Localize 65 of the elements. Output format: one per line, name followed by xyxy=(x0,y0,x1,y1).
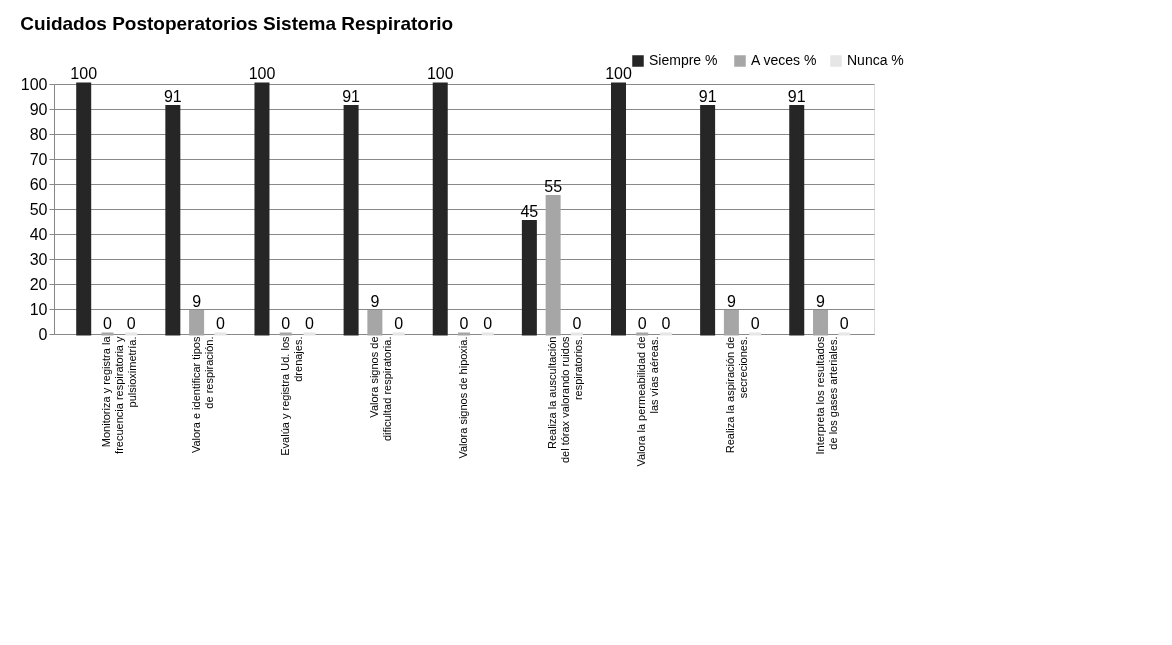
y-tick-label: 20 xyxy=(29,275,48,293)
x-tick-label: Realiza la auscultación del tórax valorando ruidos respiratorios. xyxy=(546,336,585,464)
legend-label: A veces % xyxy=(751,52,817,68)
y-tick-label: 30 xyxy=(29,250,48,268)
data-label: 0 xyxy=(483,315,493,332)
data-label: 0 xyxy=(839,315,849,332)
data-label: 100 xyxy=(426,65,454,82)
x-tick-label: Interpreta los resultados de los gases arteriales. xyxy=(813,336,839,455)
x-tick-label: Monitoriza y registra la frecuencia respiratoria y pulsioximetría. xyxy=(100,335,139,454)
y-tick-label: 70 xyxy=(29,150,48,168)
y-tick-label: 0 xyxy=(38,325,48,343)
data-label: 0 xyxy=(126,315,136,332)
bar xyxy=(545,195,561,336)
x-tick-label: Valora signos de hipoxia. xyxy=(457,336,469,459)
bar xyxy=(723,310,739,336)
data-label: 0 xyxy=(103,315,113,332)
data-label: 55 xyxy=(544,177,563,195)
bar xyxy=(432,82,448,336)
y-tick-label: 60 xyxy=(29,175,48,193)
data-label: 0 xyxy=(305,315,315,332)
data-label: 0 xyxy=(750,315,760,332)
data-label: 9 xyxy=(816,292,826,310)
bar xyxy=(367,310,383,336)
bar xyxy=(521,220,537,336)
data-label: 100 xyxy=(70,65,98,82)
bar xyxy=(813,310,829,336)
y-tick-label: 50 xyxy=(29,200,48,218)
y-tick-label: 40 xyxy=(29,225,48,243)
data-label: 91 xyxy=(787,87,806,105)
data-label: 0 xyxy=(281,315,291,332)
y-tick-label: 100 xyxy=(20,75,48,93)
data-label: 0 xyxy=(215,315,225,332)
bar xyxy=(165,105,181,336)
bar xyxy=(76,82,92,336)
data-label: 9 xyxy=(726,292,736,310)
data-label: 91 xyxy=(163,87,182,105)
x-tick-label: Valora la permeabilidad de las vías aéreas. xyxy=(635,336,661,467)
x-tick-label: Realiza la aspiración de secreciones. xyxy=(724,336,750,454)
x-tick-label: Valora signos de dificultad respiratoria. xyxy=(367,336,393,442)
legend-label: Siempre % xyxy=(649,52,718,68)
bar xyxy=(343,105,359,336)
x-tick-label: Evalúa y registra Ud. los drenajes. xyxy=(278,336,304,456)
data-label: 100 xyxy=(248,65,276,82)
data-label: 91 xyxy=(342,87,361,105)
data-label: 0 xyxy=(394,315,404,332)
data-label: 9 xyxy=(192,292,202,310)
bar xyxy=(610,82,626,336)
legend-label: Nunca % xyxy=(847,52,904,68)
y-tick-label: 10 xyxy=(29,300,48,318)
data-label: 45 xyxy=(520,202,539,220)
data-label: 0 xyxy=(459,315,469,332)
chart-title: Cuidados Postoperatorios Sistema Respiratorio xyxy=(20,13,454,34)
y-tick-label: 80 xyxy=(29,125,48,143)
data-label: 91 xyxy=(698,87,717,105)
data-label: 100 xyxy=(605,65,632,82)
data-label: 0 xyxy=(637,315,647,332)
y-tick-label: 90 xyxy=(29,100,48,118)
bar xyxy=(789,105,805,336)
data-label: 0 xyxy=(661,315,671,332)
x-tick-label: Valora e identificar tipos de respiración. xyxy=(189,336,215,454)
bar xyxy=(700,105,716,336)
bar xyxy=(254,82,270,336)
data-label: 9 xyxy=(370,292,380,310)
bar xyxy=(189,310,205,336)
data-label: 0 xyxy=(572,315,582,332)
